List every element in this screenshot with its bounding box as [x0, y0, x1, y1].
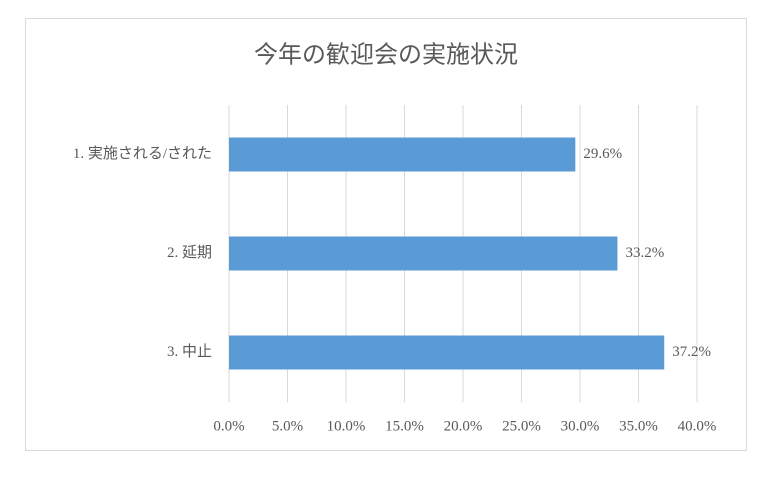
x-tick-label: 0.0% [213, 418, 244, 434]
data-label: 29.6% [583, 146, 622, 162]
chart-title: 今年の歓迎会の実施状況 [254, 42, 518, 69]
x-tick-label: 10.0% [327, 418, 366, 434]
x-tick-label: 25.0% [502, 418, 541, 434]
bar [229, 236, 618, 271]
bar [229, 137, 576, 172]
x-tick-label: 35.0% [619, 418, 658, 434]
category-label: 1. 実施される/された [73, 145, 212, 162]
x-tick-label: 5.0% [272, 418, 303, 434]
category-label: 3. 中止 [167, 343, 212, 360]
category-label: 2. 延期 [167, 244, 212, 261]
bar [229, 335, 665, 370]
chart-border [25, 18, 747, 451]
x-tick-label: 40.0% [678, 418, 717, 434]
data-label: 33.2% [625, 245, 664, 261]
x-tick-label: 30.0% [561, 418, 600, 434]
data-label: 37.2% [672, 344, 711, 360]
x-tick-label: 15.0% [385, 418, 424, 434]
x-tick-label: 20.0% [444, 418, 483, 434]
